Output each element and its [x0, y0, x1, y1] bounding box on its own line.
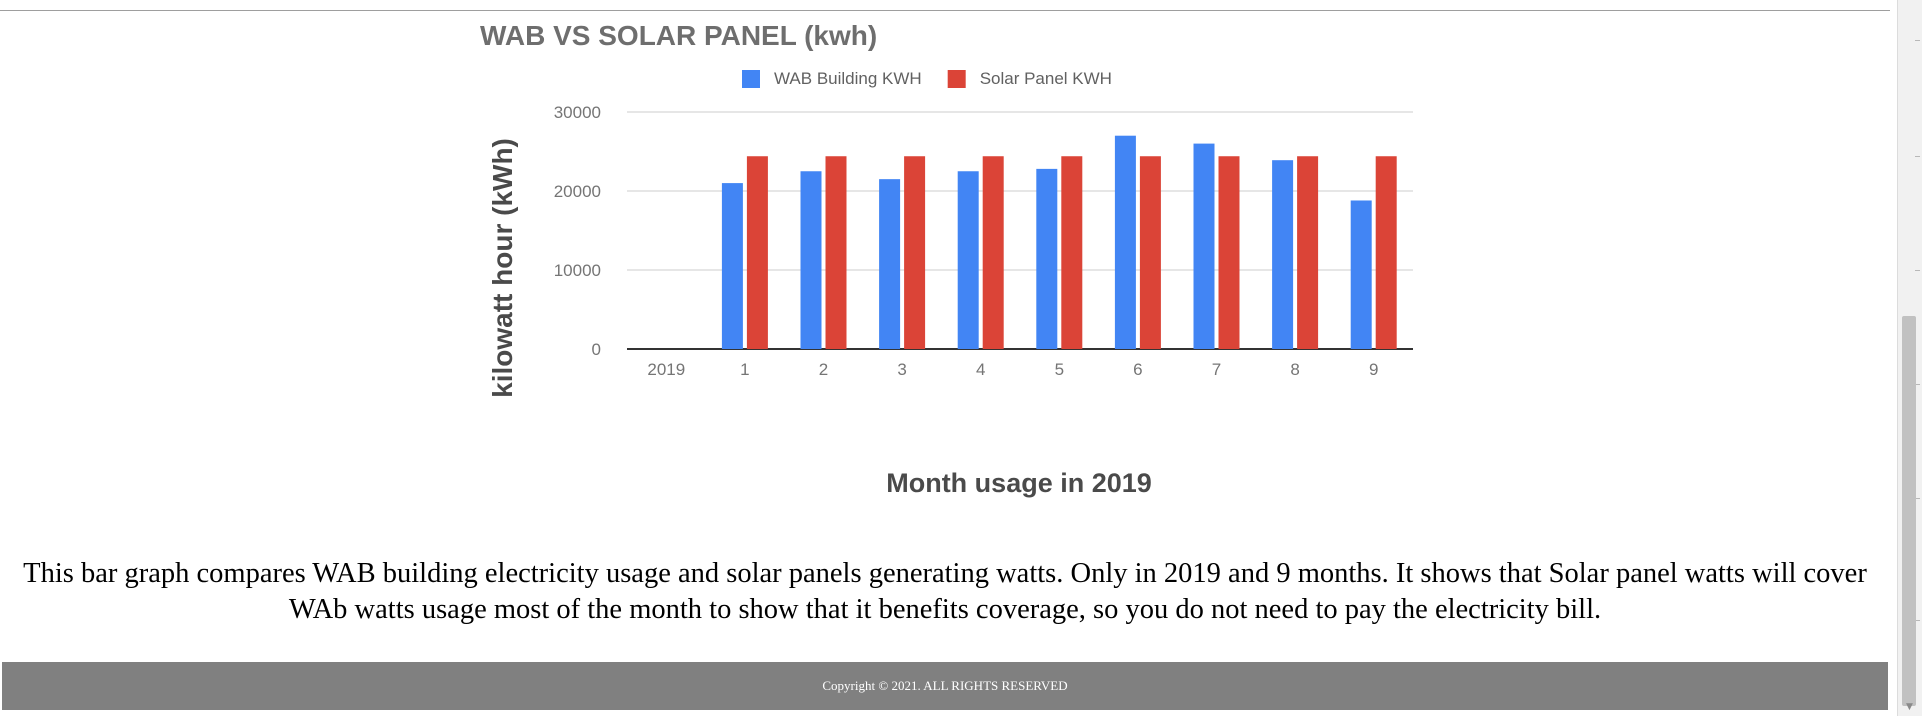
chart-title: WAB VS SOLAR PANEL (kwh) [480, 20, 877, 51]
legend-label-wab-building: WAB Building KWH [774, 69, 922, 88]
chart-legend: WAB Building KWH Solar Panel KWH [742, 69, 1112, 88]
y-tick-label: 0 [592, 340, 601, 359]
chart-gridlines [627, 111, 1413, 350]
bar-solar-panel [1139, 156, 1161, 349]
x-axis-ticks: 2019 1 2 3 4 5 6 7 8 9 [647, 360, 1378, 379]
chart-svg: WAB VS SOLAR PANEL (kwh) WAB Building KW… [480, 20, 1413, 498]
y-tick-label: 20000 [554, 182, 601, 201]
bar-wab-building [800, 171, 822, 349]
x-tick-label: 7 [1212, 360, 1221, 379]
x-tick-label: 2 [819, 360, 828, 379]
bar-wab-building [1272, 160, 1294, 349]
scroll-marker [1915, 498, 1920, 499]
vertical-scrollbar[interactable]: ▼ [1897, 0, 1922, 716]
x-tick-label: 2019 [647, 360, 685, 379]
bar-wab-building [1114, 135, 1136, 349]
scroll-marker [1915, 620, 1920, 621]
bar-solar-panel [1218, 156, 1240, 349]
scroll-marker [1915, 40, 1920, 41]
bar-solar-panel [746, 156, 768, 349]
bar-wab-building [721, 183, 743, 349]
footer: Copyright © 2021. ALL RIGHTS RESERVED [2, 662, 1888, 710]
x-tick-label: 9 [1369, 360, 1378, 379]
bar-solar-panel [825, 156, 847, 349]
bar-wab-building [1193, 143, 1215, 349]
bar-wab-building [957, 171, 979, 349]
scroll-marker [1915, 384, 1920, 385]
y-tick-label: 30000 [554, 103, 601, 122]
bar-wab-building [879, 179, 901, 349]
scroll-marker [1915, 156, 1920, 157]
x-tick-label: 8 [1290, 360, 1299, 379]
legend-swatch-solar-panel [947, 70, 966, 88]
chart-description: This bar graph compares WAB building ele… [0, 556, 1890, 628]
chart-bars [721, 135, 1397, 349]
bar-solar-panel [1375, 156, 1397, 349]
x-tick-label: 5 [1055, 360, 1064, 379]
x-tick-label: 6 [1133, 360, 1142, 379]
scrollbar-thumb[interactable] [1902, 316, 1916, 706]
bar-solar-panel [904, 156, 926, 349]
legend-swatch-wab-building [742, 70, 760, 88]
x-tick-label: 4 [976, 360, 985, 379]
y-axis-ticks: 30000 20000 10000 0 [554, 103, 601, 359]
bar-chart: WAB VS SOLAR PANEL (kwh) WAB Building KW… [470, 14, 1430, 514]
y-axis-label: kilowatt hour (kWh) [487, 138, 518, 398]
bar-solar-panel [1297, 156, 1319, 349]
x-tick-label: 3 [897, 360, 906, 379]
bar-solar-panel [1061, 156, 1083, 349]
bar-wab-building [1350, 200, 1372, 349]
top-divider [0, 10, 1890, 11]
legend-label-solar-panel: Solar Panel KWH [980, 69, 1112, 88]
x-tick-label: 1 [740, 360, 749, 379]
y-tick-label: 10000 [554, 261, 601, 280]
copyright-text: Copyright © 2021. ALL RIGHTS RESERVED [822, 678, 1068, 693]
bar-solar-panel [982, 156, 1004, 349]
description-text: This bar graph compares WAB building ele… [23, 558, 1867, 625]
scroll-marker [1915, 270, 1920, 271]
bar-wab-building [1036, 168, 1058, 349]
scroll-down-arrow-icon[interactable]: ▼ [1906, 702, 1913, 712]
x-axis-label: Month usage in 2019 [886, 468, 1152, 498]
